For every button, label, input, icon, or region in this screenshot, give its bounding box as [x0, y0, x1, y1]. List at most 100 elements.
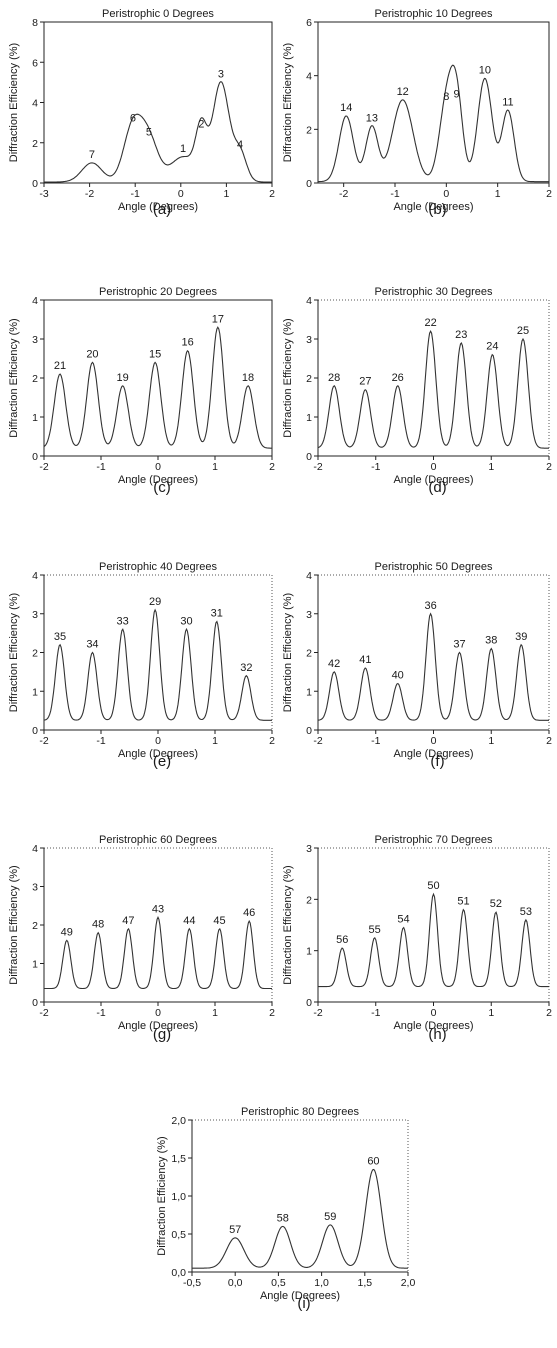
- peak-label: 43: [152, 903, 164, 915]
- y-tick-label: 1: [306, 412, 312, 424]
- peak-label: 4: [237, 139, 243, 151]
- x-tick-label: -1: [131, 188, 140, 200]
- x-tick-label: 0: [155, 461, 161, 473]
- y-tick-label: 0: [306, 178, 312, 190]
- series-line: [44, 81, 272, 183]
- x-tick-label: -1: [390, 188, 399, 200]
- chart-title: Peristrophic 0 Degrees: [102, 8, 214, 20]
- plot-frame: [317, 574, 550, 731]
- peak-label: 32: [240, 662, 252, 674]
- peak-label: 33: [117, 615, 129, 627]
- x-tick-label: -1: [96, 1007, 105, 1019]
- y-axis-label: Diffraction Efficiency (%): [282, 593, 294, 712]
- x-tick-label: -2: [313, 735, 322, 747]
- y-tick-label: 1: [32, 412, 38, 424]
- peak-label: 55: [368, 924, 380, 936]
- y-tick-label: 4: [306, 295, 312, 307]
- x-tick-label: 2: [269, 735, 275, 747]
- series-line: [43, 326, 272, 449]
- y-tick-label: 2,0: [171, 1115, 186, 1127]
- y-axis-label: Diffraction Efficiency (%): [282, 43, 294, 162]
- panel-caption: (h): [428, 1026, 446, 1043]
- y-tick-label: 8: [32, 17, 38, 29]
- y-axis-label: Diffraction Efficiency (%): [156, 1136, 168, 1255]
- y-tick-label: 1: [306, 686, 312, 698]
- x-tick-label: 0: [155, 1007, 161, 1019]
- peak-label: 57: [229, 1224, 241, 1236]
- x-tick-label: 2: [269, 188, 275, 200]
- x-tick-label: -0,5: [183, 1277, 201, 1289]
- peak-label: 59: [324, 1211, 336, 1223]
- y-tick-label: 0: [306, 451, 312, 463]
- plot-frame: [191, 1119, 409, 1273]
- chart-panel-g: -2 -1 0 1 2 0 1 2 3 4 Peristrophic 60 Degrees Angle…: [8, 834, 275, 1043]
- series-line: [43, 608, 272, 721]
- chart-title: Peristrophic 80 Degrees: [241, 1106, 360, 1118]
- x-tick-label: -2: [339, 188, 348, 200]
- x-axis-label: Angle (Degrees): [393, 748, 473, 760]
- peak-label: 47: [122, 915, 134, 927]
- x-tick-label: 1,5: [357, 1277, 372, 1289]
- x-tick-label: 1: [488, 735, 494, 747]
- x-tick-label: -3: [39, 188, 48, 200]
- peak-label: 36: [424, 600, 436, 612]
- peak-label: 31: [211, 608, 223, 620]
- x-tick-label: 1: [223, 188, 229, 200]
- peak-label: 53: [520, 906, 532, 918]
- x-tick-label: 0: [431, 735, 437, 747]
- x-tick-label: 2: [546, 735, 552, 747]
- x-axis-label: Angle (Degrees): [118, 201, 198, 213]
- x-tick-label: -1: [96, 735, 105, 747]
- plot-frame: [43, 847, 273, 1003]
- peak-label: 41: [359, 654, 371, 666]
- y-tick-label: 0: [32, 997, 38, 1009]
- y-tick-label: 2: [306, 648, 312, 660]
- x-tick-label: -2: [39, 461, 48, 473]
- panel-caption: (f): [430, 753, 444, 770]
- y-axis-label: Diffraction Efficiency (%): [282, 865, 294, 984]
- chart-title: Peristrophic 40 Degrees: [99, 561, 218, 573]
- peak-label: 22: [424, 317, 436, 329]
- y-axis-label: Diffraction Efficiency (%): [282, 318, 294, 437]
- peak-label: 6: [130, 113, 136, 125]
- y-tick-label: 0: [306, 725, 312, 737]
- peak-label: 50: [427, 880, 439, 892]
- y-tick-label: 4: [32, 570, 38, 582]
- x-tick-label: 0,5: [271, 1277, 286, 1289]
- chart-panel-i: -0,5 0,0 0,5 1,0 1,5 2,00,00,51,01,52,0Perist…: [156, 1106, 415, 1312]
- peak-label: 20: [86, 348, 98, 360]
- peak-label: 8: [443, 91, 449, 103]
- chart-panel-f: -2 -1 0 1 2 0 1 2 3 4 Peristrophic 50 Degrees Angle…: [282, 561, 552, 770]
- x-tick-label: 1: [495, 188, 501, 200]
- peak-label: 27: [359, 376, 371, 388]
- peak-label: 34: [86, 639, 98, 651]
- chart-title: Peristrophic 10 Degrees: [374, 8, 493, 20]
- x-axis-label: Angle (Degrees): [393, 474, 473, 486]
- y-tick-label: 0: [306, 997, 312, 1009]
- chart-title: Peristrophic 60 Degrees: [99, 834, 218, 846]
- x-tick-label: -2: [39, 1007, 48, 1019]
- y-tick-label: 6: [32, 57, 38, 69]
- peak-label: 24: [486, 341, 498, 353]
- x-tick-label: 1,0: [314, 1277, 329, 1289]
- chart-title: Peristrophic 50 Degrees: [374, 561, 493, 573]
- peak-label: 29: [149, 596, 161, 608]
- plot-frame: [43, 299, 273, 457]
- y-tick-label: 1: [306, 946, 312, 958]
- peak-label: 51: [457, 896, 469, 908]
- y-tick-label: 4: [32, 98, 38, 110]
- peak-label: 44: [183, 915, 195, 927]
- y-tick-label: 1: [32, 686, 38, 698]
- y-tick-label: 4: [32, 295, 38, 307]
- x-tick-label: 0: [431, 1007, 437, 1019]
- peak-label: 10: [479, 64, 491, 76]
- y-tick-label: 4: [32, 843, 38, 855]
- peak-label: 5: [146, 127, 152, 139]
- x-tick-label: -2: [313, 1007, 322, 1019]
- peak-label: 11: [502, 97, 513, 109]
- plot-frame: [43, 21, 273, 184]
- x-tick-label: 0: [431, 461, 437, 473]
